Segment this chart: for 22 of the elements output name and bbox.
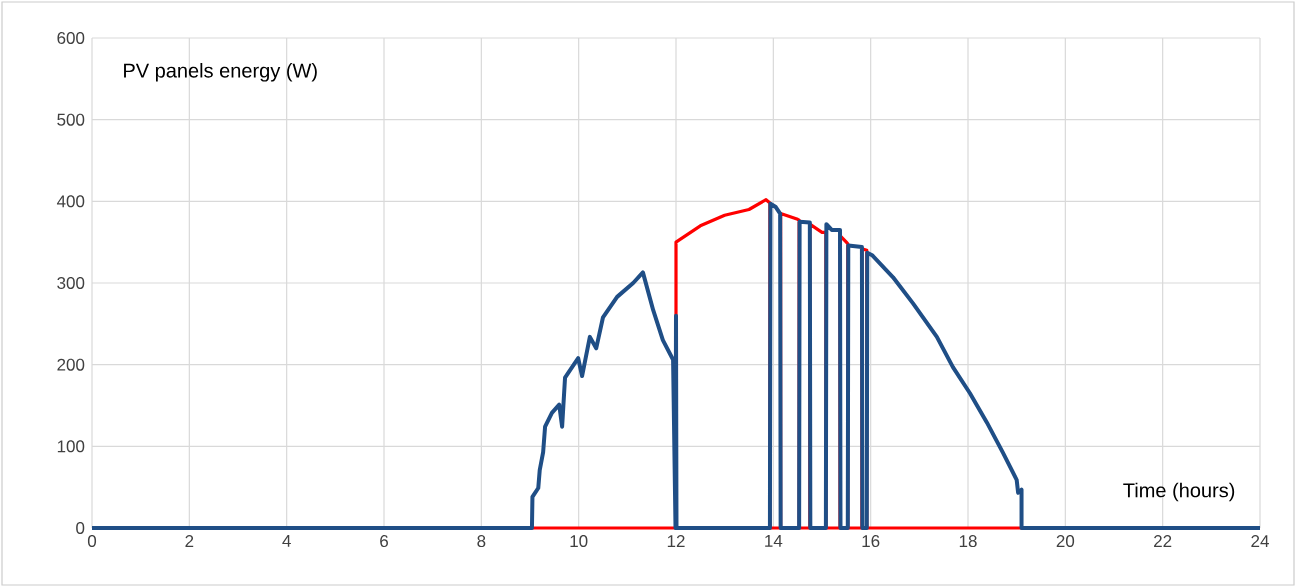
x-tick-label: 4 bbox=[282, 535, 291, 547]
x-tick-label: 8 bbox=[477, 535, 486, 548]
y-tick-label: 400 bbox=[56, 195, 85, 208]
x-tick-label: 24 bbox=[1251, 535, 1269, 547]
x-tick-label: 10 bbox=[570, 535, 588, 548]
x-tick-label: 20 bbox=[1056, 535, 1075, 548]
x-tick-label: 18 bbox=[959, 535, 977, 548]
y-tick-label: 200 bbox=[57, 358, 85, 371]
y-tick-label: 100 bbox=[57, 440, 85, 453]
x-tick-label: 12 bbox=[667, 535, 685, 547]
x-tick-label: 14 bbox=[765, 535, 783, 547]
y-tick-label: 500 bbox=[57, 113, 85, 126]
x-tick-label: 22 bbox=[1154, 535, 1172, 547]
y-axis-title: PV panels energy (W) bbox=[124, 62, 317, 82]
y-tick-label: 300 bbox=[57, 276, 85, 289]
y-tick-label: 600 bbox=[57, 31, 85, 45]
x-axis-title: Time (hours) bbox=[1123, 482, 1235, 502]
x-tick-label: 6 bbox=[380, 535, 388, 548]
y-tick-label: 0 bbox=[76, 521, 85, 534]
x-tick-label: 0 bbox=[87, 535, 97, 548]
x-tick-label: 2 bbox=[185, 535, 194, 547]
x-tick-label: 16 bbox=[862, 535, 880, 548]
